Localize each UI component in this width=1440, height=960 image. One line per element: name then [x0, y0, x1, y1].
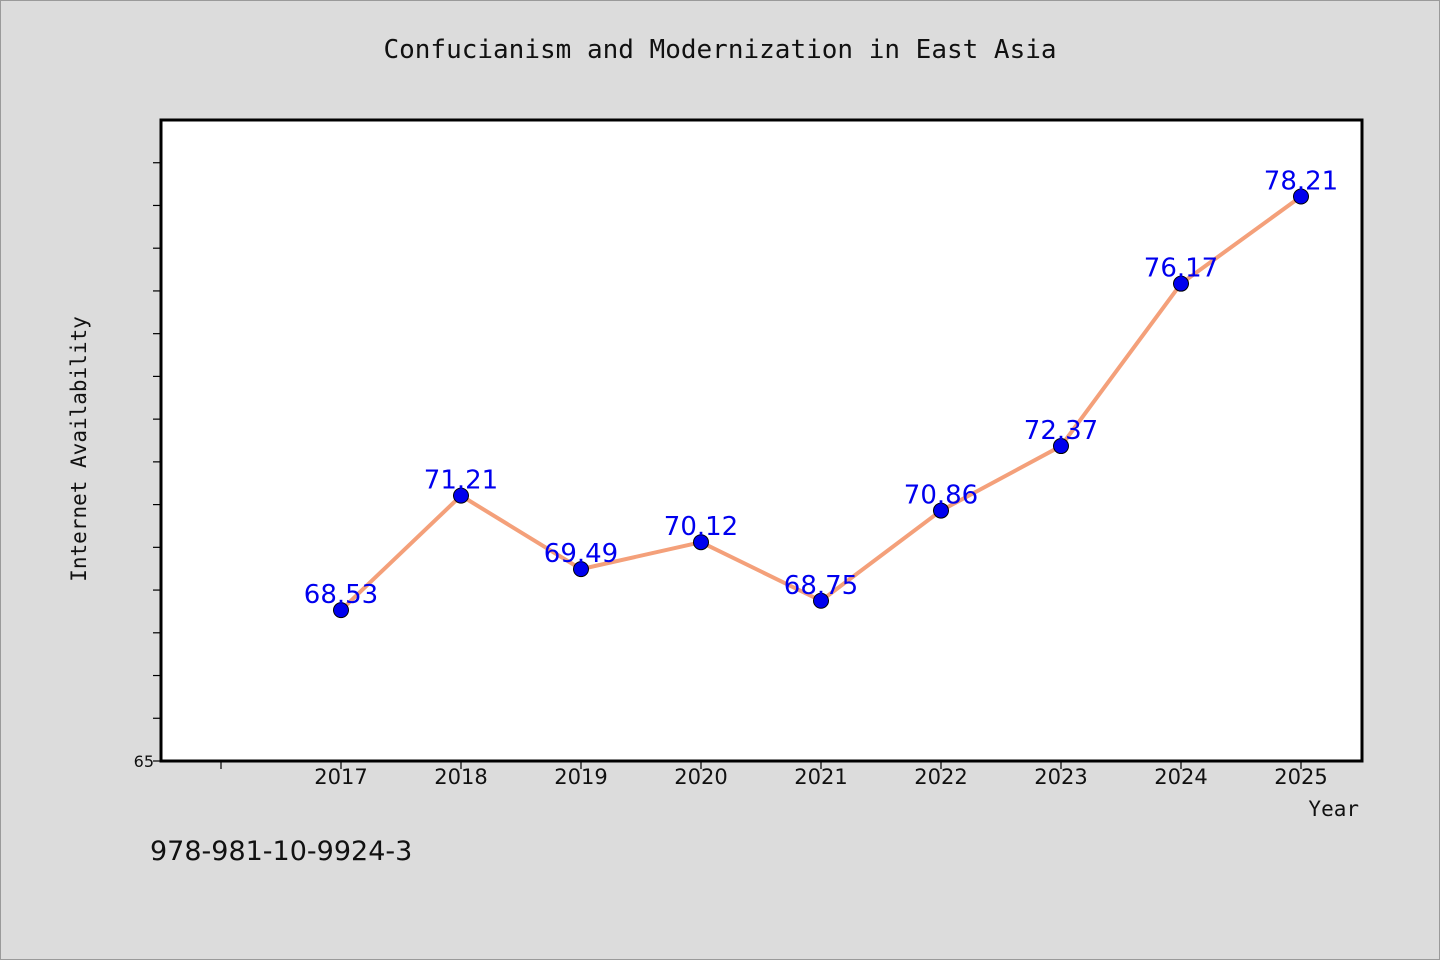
data-label: 70.86 — [904, 481, 978, 511]
data-point — [1293, 188, 1309, 205]
data-points — [333, 188, 1309, 619]
data-point — [573, 561, 589, 578]
x-tick-label: 2022 — [914, 765, 967, 789]
data-label: 69.49 — [544, 539, 618, 569]
plot-area — [159, 118, 1364, 763]
data-point — [693, 534, 709, 551]
x-tick-label: 2017 — [314, 765, 367, 789]
x-axis: 2017 2018 2019 2020 2021 2022 2023 2024 2025 — [220, 761, 1328, 789]
data-label: 68.75 — [784, 571, 858, 601]
data-label: 72.37 — [1024, 416, 1098, 446]
data-point — [933, 502, 949, 519]
data-label: 78.21 — [1264, 166, 1338, 196]
data-labels: 68.53 71.21 69.49 70.12 68.75 70.86 72.37 76.17… — [304, 166, 1338, 610]
data-point — [1053, 438, 1069, 455]
x-axis-label: Year — [1308, 797, 1359, 821]
y-tick-label: 65 — [134, 752, 154, 771]
y-axis: 65 — [134, 162, 161, 771]
data-label: 70.12 — [664, 512, 738, 542]
x-tick-label: 2025 — [1274, 765, 1327, 789]
data-label: 76.17 — [1144, 254, 1218, 284]
x-tick-label: 2018 — [434, 765, 487, 789]
data-point — [453, 487, 469, 504]
data-label: 71.21 — [424, 466, 498, 496]
data-label: 68.53 — [304, 580, 378, 610]
data-point — [813, 592, 829, 609]
chart-title: Confucianism and Modernization in East A… — [383, 35, 1057, 65]
isbn-text: 978-981-10-9924-3 — [150, 836, 413, 867]
x-tick-label: 2024 — [1154, 765, 1207, 789]
x-tick-label: 2019 — [554, 765, 607, 789]
x-tick-label: 2023 — [1034, 765, 1087, 789]
x-tick-label: 2020 — [674, 765, 727, 789]
data-point — [333, 602, 349, 619]
x-tick-label: 2021 — [794, 765, 847, 789]
data-point — [1173, 275, 1189, 292]
